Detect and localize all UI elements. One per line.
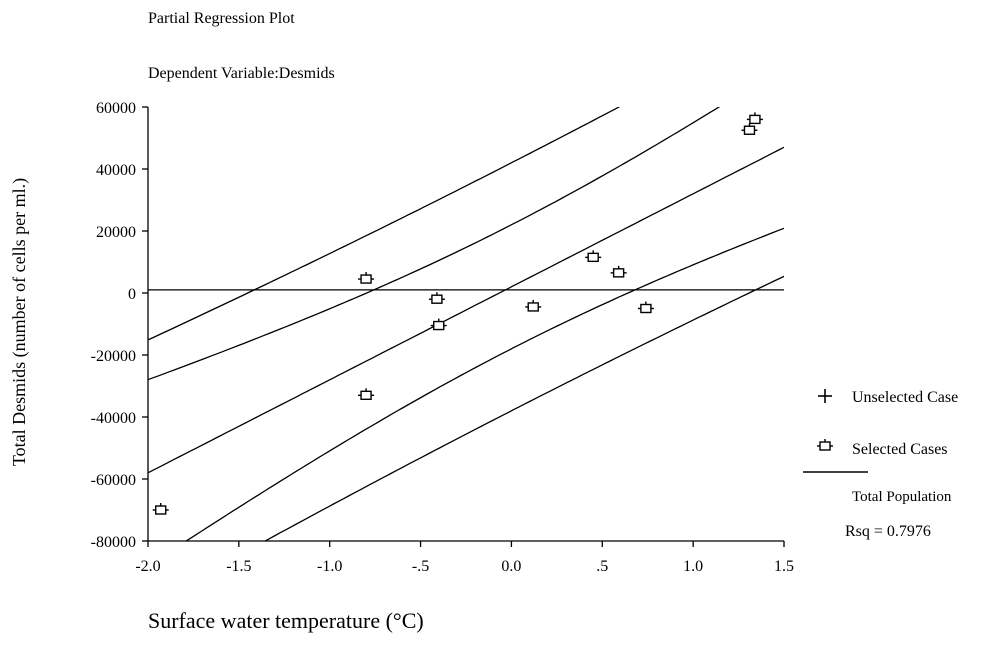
confidence-band-upper	[148, 107, 721, 381]
data-point	[358, 272, 375, 284]
y-tick-label: 20000	[96, 224, 136, 241]
x-tick-label: .5	[596, 558, 608, 575]
y-tick-label: -60000	[91, 472, 136, 489]
legend-marker-plus	[818, 389, 832, 403]
data-point	[430, 318, 447, 331]
data-point	[585, 250, 602, 263]
x-tick-label: 0.0	[501, 558, 521, 575]
fit-line	[148, 146, 784, 474]
axes: 60000 40000 20000 0 -20000 -40000 -60000 -80000…	[91, 100, 794, 575]
regression-lines	[148, 107, 784, 541]
data-point	[428, 292, 445, 304]
y-tick-label: -40000	[91, 410, 136, 427]
y-tick-label: -80000	[91, 534, 136, 551]
data-points	[152, 112, 763, 515]
x-tick-label: -1.5	[226, 558, 251, 575]
x-tick-label: 1.0	[683, 558, 703, 575]
x-tick-label: -2.0	[135, 558, 160, 575]
chart-title: Partial Regression Plot	[148, 10, 295, 27]
y-tick-label: 40000	[96, 162, 136, 179]
x-tick-label: -1.0	[317, 558, 342, 575]
prediction-band-upper	[148, 107, 621, 341]
data-point	[358, 388, 375, 400]
legend-label-unselected: Unselected Case	[852, 389, 958, 406]
y-tick-label: 60000	[96, 100, 136, 117]
legend-label-selected: Selected Cases	[852, 441, 948, 458]
data-point	[525, 299, 542, 312]
chart-subtitle: Dependent Variable:Desmids	[148, 65, 335, 82]
legend-marker-square	[817, 439, 833, 451]
x-tick-label: 1.5	[774, 558, 794, 575]
legend-label-total: Total Population	[852, 489, 952, 505]
data-point	[746, 112, 763, 125]
x-tick-label: -.5	[412, 558, 429, 575]
y-tick-label: -20000	[91, 348, 136, 365]
confidence-band-lower	[184, 227, 784, 541]
prediction-band-lower	[263, 275, 784, 541]
y-tick-label: 0	[128, 286, 136, 303]
data-point	[637, 301, 654, 314]
data-point	[610, 265, 627, 278]
legend: Unselected Case Selected Cases Total Popul…	[803, 389, 958, 540]
data-point	[152, 503, 169, 515]
legend-rsq: Rsq = 0.7976	[845, 523, 931, 540]
data-point	[741, 123, 758, 135]
x-axis-label: Surface water temperature (°C)	[148, 608, 424, 633]
y-axis-label: Total Desmids (number of cells per ml.)	[9, 178, 30, 466]
